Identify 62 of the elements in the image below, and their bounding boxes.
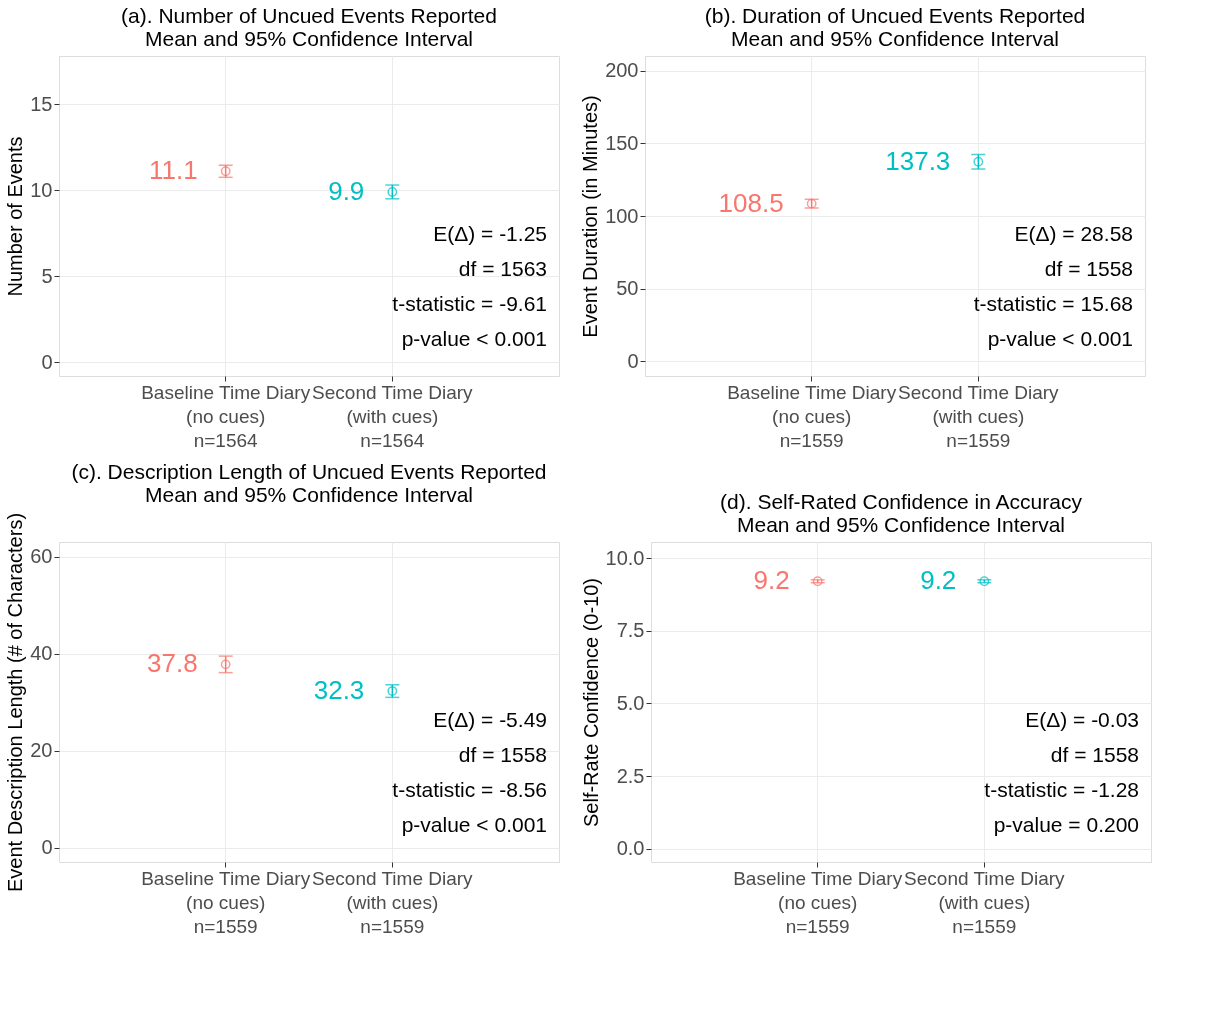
chart-title: (b). Duration of Uncued Events Reported [704,4,1086,27]
y-tick-label: 0 [41,836,53,859]
y-tick-label: 0.0 [616,837,645,860]
y-tick-label: 2.5 [616,764,645,787]
y-tick-label: 150 [605,131,639,154]
annotation: t-statistic = -1.28 [984,778,1139,802]
data-label: 108.5 [718,187,784,218]
annotation: df = 1563 [458,257,547,281]
annotation: E(Δ) = -1.25 [433,222,547,246]
y-tick-label: 5 [41,264,53,287]
x-tick-label: Second Time Diary (with cues) n=1559 [898,381,1060,451]
y-tick-label: 15 [30,92,53,115]
annotation: p-value < 0.001 [987,327,1133,351]
x-tick-label: Second Time Diary (with cues) n=1564 [312,381,474,451]
x-tick-label: Baseline Time Diary (no cues) n=1564 [141,381,311,451]
annotation: p-value = 0.200 [993,813,1139,837]
chart-title: (a). Number of Uncued Events Reported [121,4,497,27]
annotation: E(Δ) = 28.58 [1014,222,1133,246]
data-label: 9.2 [920,565,957,596]
data-label: 11.1 [148,155,198,186]
y-tick-label: 200 [605,59,639,82]
data-label: 9.9 [328,175,365,206]
y-tick-label: 10.0 [605,546,645,569]
y-tick-label: 0 [41,350,53,373]
chart-subtitle: Mean and 95% Confidence Interval [730,27,1060,50]
x-tick-label: Baseline Time Diary (no cues) n=1559 [727,381,897,451]
x-tick-label: Second Time Diary (with cues) n=1559 [904,867,1066,937]
annotation: df = 1558 [1050,743,1139,767]
y-tick-label: 10 [30,178,53,201]
y-tick-label: 5.0 [616,691,645,714]
annotation: E(Δ) = -5.49 [433,708,547,732]
annotation: df = 1558 [1044,257,1133,281]
annotation: p-value < 0.001 [401,327,547,351]
data-label: 32.3 [313,675,365,706]
y-tick-label: 20 [30,739,53,762]
annotation: df = 1558 [458,743,547,767]
x-tick-label: Baseline Time Diary (no cues) n=1559 [141,867,311,937]
y-axis-title: Number of Events [4,136,27,297]
x-tick-label: Second Time Diary (with cues) n=1559 [312,867,474,937]
chart-subtitle: Mean and 95% Confidence Interval [144,483,474,507]
annotation: t-statistic = -9.61 [392,292,547,316]
y-tick-label: 100 [605,204,639,227]
annotation: E(Δ) = -0.03 [1025,708,1139,732]
data-label: 9.2 [753,565,790,596]
y-tick-label: 40 [30,642,53,665]
y-axis-title: Event Description Length (# of Characters) [4,512,27,893]
chart-subtitle: Mean and 95% Confidence Interval [736,513,1066,536]
y-tick-label: 0 [627,349,639,372]
y-axis-title: Event Duration (in Minutes) [579,95,602,338]
y-tick-label: 7.5 [616,619,645,642]
annotation: t-statistic = -8.56 [392,778,547,802]
y-tick-label: 50 [616,277,639,300]
y-axis-title: Self-Rate Confidence (0-10) [579,577,602,828]
chart-title: (c). Description Length of Uncued Events Reported [71,460,547,484]
x-tick-label: Baseline Time Diary (no cues) n=1559 [733,867,903,937]
annotation: p-value < 0.001 [401,813,547,837]
data-label: 37.8 [147,648,198,679]
y-tick-label: 60 [30,545,53,568]
annotation: t-statistic = 15.68 [973,292,1133,316]
chart-subtitle: Mean and 95% Confidence Interval [144,27,474,50]
chart-title: (d). Self-Rated Confidence in Accuracy [720,490,1083,513]
data-label: 137.3 [885,145,951,176]
